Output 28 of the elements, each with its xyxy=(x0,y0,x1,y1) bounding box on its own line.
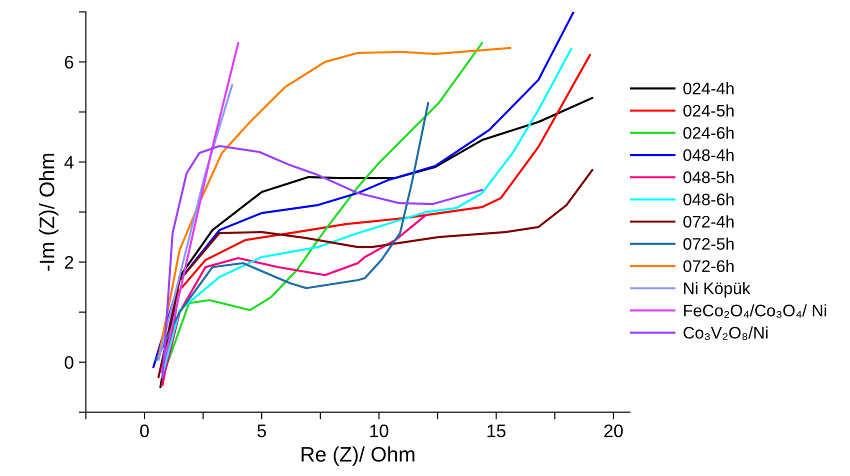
legend-label: 024-4h xyxy=(683,82,734,94)
x-tick-label: 15 xyxy=(488,424,506,438)
legend-label: 048-4h xyxy=(683,148,734,162)
y-tick-label: 2 xyxy=(64,256,74,269)
x-tick-label: 5 xyxy=(257,424,266,438)
legend-label: Co₃V₂O₈/Ni xyxy=(684,326,768,340)
legend-label: 024-5h xyxy=(683,104,734,117)
legend-label: Ni Köpük xyxy=(684,282,750,298)
line-series xyxy=(161,144,484,378)
legend-label: 072-4h xyxy=(683,215,734,228)
x-axis-title: Re (Z)/ Ohm xyxy=(302,446,414,466)
line-series xyxy=(157,46,512,358)
x-tick-label: 0 xyxy=(140,424,149,438)
legend-label: FeCo₂O₄/Co₃O₄/ Ni xyxy=(684,304,826,318)
x-tick-label: 20 xyxy=(604,424,623,438)
line-series xyxy=(157,168,594,378)
legend-label: 048-6h xyxy=(683,193,734,206)
x-tick-label: 10 xyxy=(370,424,388,438)
legend-label: 048-5h xyxy=(683,170,734,184)
legend-label: 072-6h xyxy=(683,260,734,272)
y-tick-label: 4 xyxy=(64,156,74,169)
y-axis-title: -Im (Z)/ Ohm xyxy=(39,154,58,271)
legend-label: 072-5h xyxy=(683,238,734,250)
y-tick-label: 0 xyxy=(64,356,74,369)
line-series xyxy=(155,102,430,362)
legend-label: 024-6h xyxy=(683,126,734,139)
y-tick-label: 6 xyxy=(64,56,74,69)
line-series xyxy=(160,214,427,386)
